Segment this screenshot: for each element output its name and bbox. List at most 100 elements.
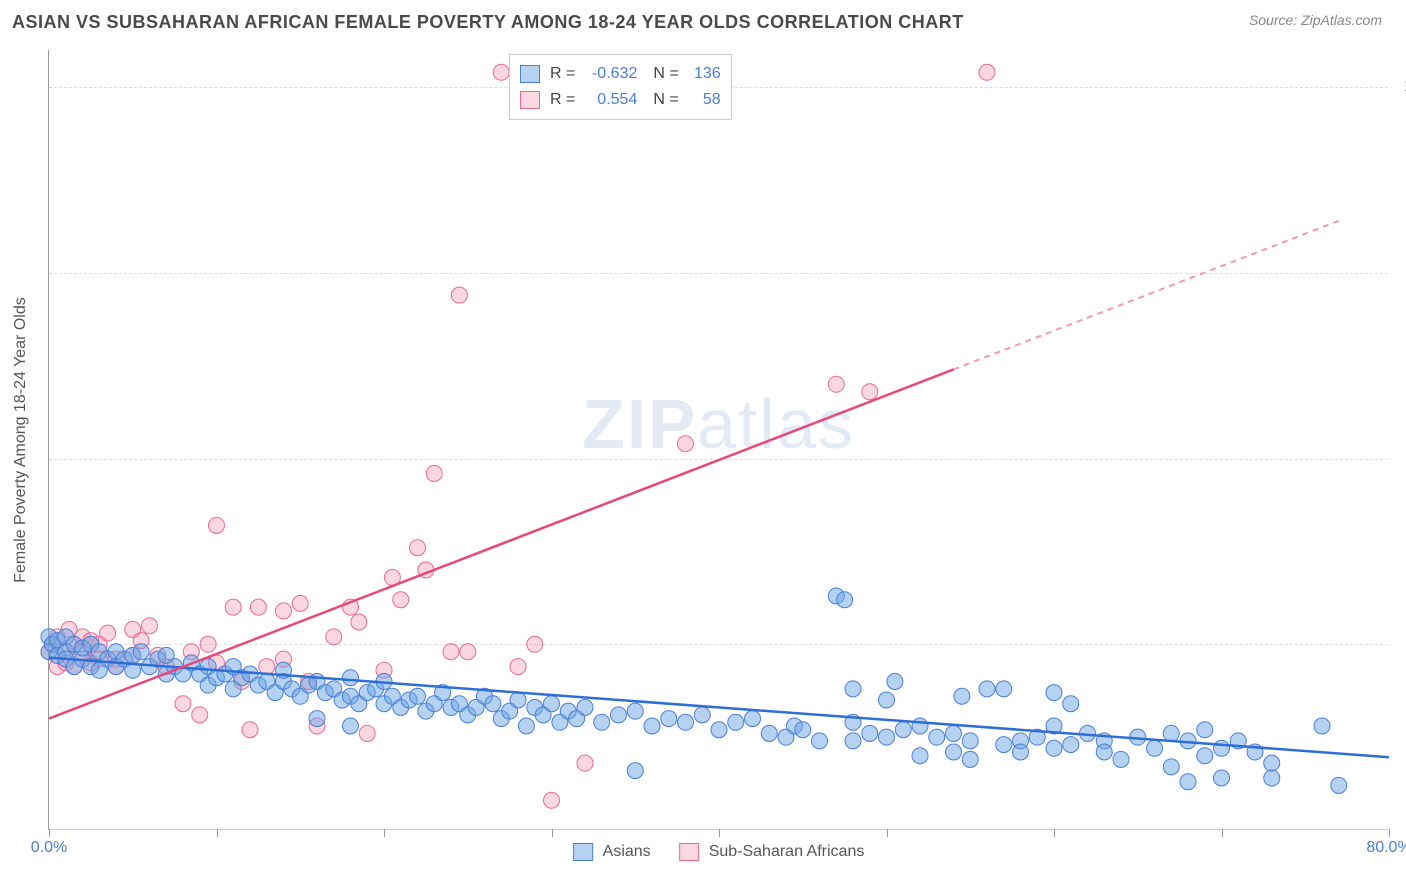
legend: Asians Sub-Saharan Africans xyxy=(573,843,865,861)
x-tick xyxy=(552,829,553,837)
correlation-stats-box: R = -0.632 N = 136 R = 0.554 N = 58 xyxy=(509,54,732,120)
y-tick-label: 50.0% xyxy=(1398,450,1406,468)
data-point-subsaharan xyxy=(510,659,526,675)
x-tick xyxy=(1054,829,1055,837)
data-point-subsaharan xyxy=(192,707,208,723)
data-point-asians xyxy=(912,718,928,734)
data-point-asians xyxy=(996,737,1012,753)
data-point-asians xyxy=(895,722,911,738)
data-point-asians xyxy=(577,699,593,715)
data-point-asians xyxy=(343,670,359,686)
data-point-subsaharan xyxy=(410,540,426,556)
data-point-asians xyxy=(1013,744,1029,760)
data-point-asians xyxy=(694,707,710,723)
data-point-asians xyxy=(1147,740,1163,756)
data-point-subsaharan xyxy=(359,725,375,741)
data-point-asians xyxy=(343,718,359,734)
source-prefix: Source: xyxy=(1249,12,1301,28)
data-point-subsaharan xyxy=(225,599,241,615)
data-point-subsaharan xyxy=(527,636,543,652)
data-point-asians xyxy=(761,725,777,741)
y-tick-label: 100.0% xyxy=(1398,78,1406,96)
data-point-asians xyxy=(594,714,610,730)
data-point-asians xyxy=(996,681,1012,697)
data-point-asians xyxy=(1096,744,1112,760)
x-tick-label: 80.0% xyxy=(1366,839,1406,857)
data-point-asians xyxy=(1163,759,1179,775)
trendline-subsaharan xyxy=(49,369,954,718)
n-label: N = xyxy=(653,65,678,83)
y-tick-label: 25.0% xyxy=(1398,635,1406,653)
data-point-asians xyxy=(661,711,677,727)
data-point-asians xyxy=(711,722,727,738)
data-point-asians xyxy=(309,711,325,727)
data-point-subsaharan xyxy=(979,64,995,80)
data-point-asians xyxy=(862,725,878,741)
data-point-subsaharan xyxy=(100,625,116,641)
data-point-subsaharan xyxy=(577,755,593,771)
data-point-asians xyxy=(627,703,643,719)
scatter-plot-svg xyxy=(49,50,1388,829)
data-point-asians xyxy=(518,718,534,734)
data-point-asians xyxy=(1063,696,1079,712)
n-value-asians: 136 xyxy=(685,65,721,83)
trendline-asians xyxy=(49,658,1389,758)
data-point-subsaharan xyxy=(351,614,367,630)
data-point-asians xyxy=(946,725,962,741)
data-point-asians xyxy=(812,733,828,749)
data-point-asians xyxy=(929,729,945,745)
data-point-asians xyxy=(962,751,978,767)
data-point-asians xyxy=(1197,722,1213,738)
data-point-subsaharan xyxy=(276,603,292,619)
n-label: N = xyxy=(653,91,678,109)
chart-plot-area: Female Poverty Among 18-24 Year Olds 25.… xyxy=(48,50,1388,830)
data-point-subsaharan xyxy=(200,636,216,652)
data-point-subsaharan xyxy=(460,644,476,660)
data-point-asians xyxy=(1046,740,1062,756)
data-point-asians xyxy=(678,714,694,730)
data-point-subsaharan xyxy=(493,64,509,80)
x-tick xyxy=(1222,829,1223,837)
swatch-blue xyxy=(573,843,593,861)
data-point-asians xyxy=(611,707,627,723)
data-point-subsaharan xyxy=(242,722,258,738)
data-point-asians xyxy=(954,688,970,704)
data-point-subsaharan xyxy=(862,384,878,400)
data-point-asians xyxy=(879,692,895,708)
data-point-subsaharan xyxy=(393,592,409,608)
data-point-asians xyxy=(745,711,761,727)
stats-row-asians: R = -0.632 N = 136 xyxy=(520,61,721,87)
source-attribution: Source: ZipAtlas.com xyxy=(1249,12,1382,28)
legend-item-subsaharan: Sub-Saharan Africans xyxy=(679,843,865,861)
n-value-subsaharan: 58 xyxy=(685,91,721,109)
data-point-asians xyxy=(837,592,853,608)
data-point-asians xyxy=(845,681,861,697)
data-point-asians xyxy=(962,733,978,749)
data-point-asians xyxy=(879,729,895,745)
swatch-pink xyxy=(679,843,699,861)
x-tick xyxy=(719,829,720,837)
data-point-subsaharan xyxy=(451,287,467,303)
legend-label-asians: Asians xyxy=(603,843,651,861)
r-label: R = xyxy=(550,91,575,109)
data-point-asians xyxy=(1264,770,1280,786)
chart-title: ASIAN VS SUBSAHARAN AFRICAN FEMALE POVER… xyxy=(12,12,964,33)
swatch-blue xyxy=(520,65,540,83)
data-point-asians xyxy=(912,748,928,764)
y-axis-title: Female Poverty Among 18-24 Year Olds xyxy=(12,297,30,583)
data-point-subsaharan xyxy=(443,644,459,660)
data-point-subsaharan xyxy=(250,599,266,615)
data-point-asians xyxy=(1046,685,1062,701)
data-point-asians xyxy=(1214,770,1230,786)
data-point-asians xyxy=(728,714,744,730)
data-point-asians xyxy=(1180,774,1196,790)
data-point-asians xyxy=(845,733,861,749)
data-point-subsaharan xyxy=(326,629,342,645)
trendline-subsaharan-extrapolated xyxy=(954,221,1339,370)
data-point-asians xyxy=(1197,748,1213,764)
data-point-asians xyxy=(627,763,643,779)
stats-row-subsaharan: R = 0.554 N = 58 xyxy=(520,87,721,113)
data-point-asians xyxy=(1113,751,1129,767)
data-point-asians xyxy=(1314,718,1330,734)
data-point-subsaharan xyxy=(292,595,308,611)
